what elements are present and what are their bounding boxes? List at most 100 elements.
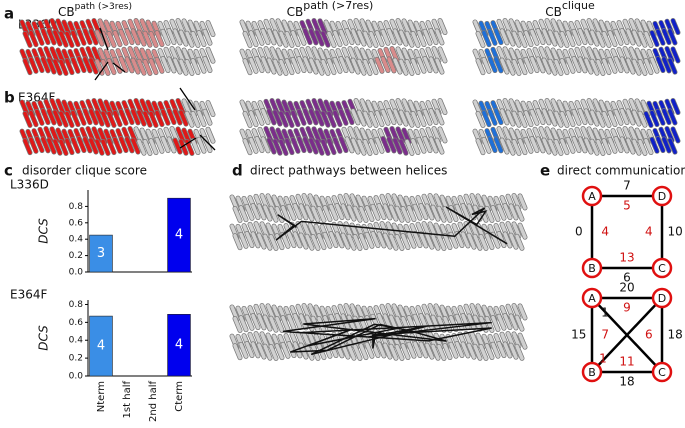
helix-turn	[419, 342, 428, 358]
helix-turn	[53, 59, 62, 75]
helix-turn	[333, 110, 342, 127]
helix-turn	[371, 231, 380, 248]
helix-turn	[369, 138, 378, 155]
helix-turn	[662, 108, 671, 125]
helix-turn	[467, 314, 476, 330]
helix-turn	[518, 111, 527, 128]
helix-turn	[47, 29, 56, 45]
helix-turn	[89, 29, 98, 45]
node	[581, 361, 603, 383]
helix-turn	[351, 58, 360, 74]
panel-title: direct pathways between helices	[250, 164, 447, 178]
helix-turn	[365, 232, 374, 249]
series-name: E364F	[10, 288, 47, 302]
header-base: CB	[287, 5, 304, 19]
helix-turn	[554, 139, 563, 156]
helix-turn	[293, 203, 302, 220]
helix-turn	[347, 344, 356, 360]
helix-turn	[312, 127, 321, 143]
helix-turn	[438, 18, 447, 35]
bar	[89, 315, 113, 377]
helix-turn	[650, 137, 659, 153]
helix-turn	[65, 138, 74, 155]
helix-turn	[656, 29, 665, 45]
helix-turn	[131, 29, 140, 45]
helix-turn	[92, 47, 101, 63]
node	[651, 257, 673, 279]
helix-turn	[239, 315, 248, 332]
helix-turn	[83, 108, 92, 125]
helix-turn	[312, 47, 321, 63]
helix-turn	[590, 110, 599, 126]
y-tick-label: 0.6	[69, 318, 84, 328]
helix-turn	[269, 344, 278, 361]
helix-turn	[656, 109, 665, 125]
helix-turn	[339, 109, 348, 126]
helix-turn	[590, 139, 599, 155]
helix-turn	[671, 127, 680, 143]
helix-turn	[329, 231, 338, 248]
helix-turn	[668, 29, 677, 45]
bar	[167, 197, 191, 273]
helix-turn	[608, 110, 617, 127]
helix-turn	[143, 139, 152, 156]
helix-turn	[273, 59, 282, 75]
helix-turn	[596, 111, 605, 127]
column-header: CBclique	[545, 0, 595, 19]
bar-label: 4	[175, 228, 183, 243]
column-header: CBpath (>7res)	[287, 0, 374, 19]
helix-turn	[629, 127, 638, 143]
helix-turn	[351, 29, 360, 45]
helix-turn	[482, 30, 491, 47]
helix-turn	[512, 139, 521, 156]
helix-turn	[269, 206, 278, 222]
helix-turn	[402, 19, 411, 35]
helix-turn	[339, 29, 348, 46]
helix-turn	[321, 59, 330, 76]
helix-turn	[542, 138, 551, 154]
bar-label: 4	[97, 339, 105, 354]
column-header: CBpath (>3res)	[58, 2, 132, 19]
helix-turn	[119, 29, 128, 46]
helix-turn	[261, 108, 270, 125]
helix-turn	[345, 57, 354, 73]
helix-turn	[339, 56, 348, 73]
helix-turn	[176, 47, 185, 63]
header-sup: path (>7res)	[303, 0, 373, 12]
helix-turn	[377, 203, 386, 220]
helix-turn	[506, 59, 515, 75]
helix-turn	[239, 205, 248, 222]
helix-turn	[233, 233, 242, 250]
helix-turn	[353, 344, 362, 361]
helix-turn	[387, 108, 396, 125]
helix-turn	[191, 31, 200, 48]
helix-turn	[179, 139, 188, 155]
panel-title: disorder clique score	[22, 164, 147, 178]
helix-turn	[318, 99, 327, 115]
helix-turn	[584, 138, 593, 154]
arrow	[179, 137, 197, 149]
helix-turn	[261, 57, 270, 73]
helix-turn	[315, 30, 324, 46]
helix-turn	[95, 139, 104, 155]
helix-turn	[578, 137, 587, 153]
helix-turn	[435, 138, 444, 154]
helix-turn	[327, 111, 336, 128]
helix-turn	[512, 111, 521, 127]
helix-turn	[323, 232, 332, 249]
helix-turn	[327, 138, 336, 155]
helix-turn	[65, 58, 74, 75]
helix-turn	[285, 58, 294, 75]
helix-turn	[461, 203, 470, 220]
panel-label: a	[4, 5, 14, 23]
helix-turn	[635, 19, 644, 35]
helix-turn	[434, 194, 443, 210]
helix-turn	[482, 110, 491, 127]
helix-turn	[536, 108, 545, 125]
helix-turn	[89, 138, 98, 154]
helix-turn	[255, 136, 264, 153]
helix-turn	[435, 109, 444, 125]
edge-count-red: 1	[599, 352, 607, 366]
helix-turn	[203, 109, 212, 125]
helix-turn	[47, 138, 56, 154]
